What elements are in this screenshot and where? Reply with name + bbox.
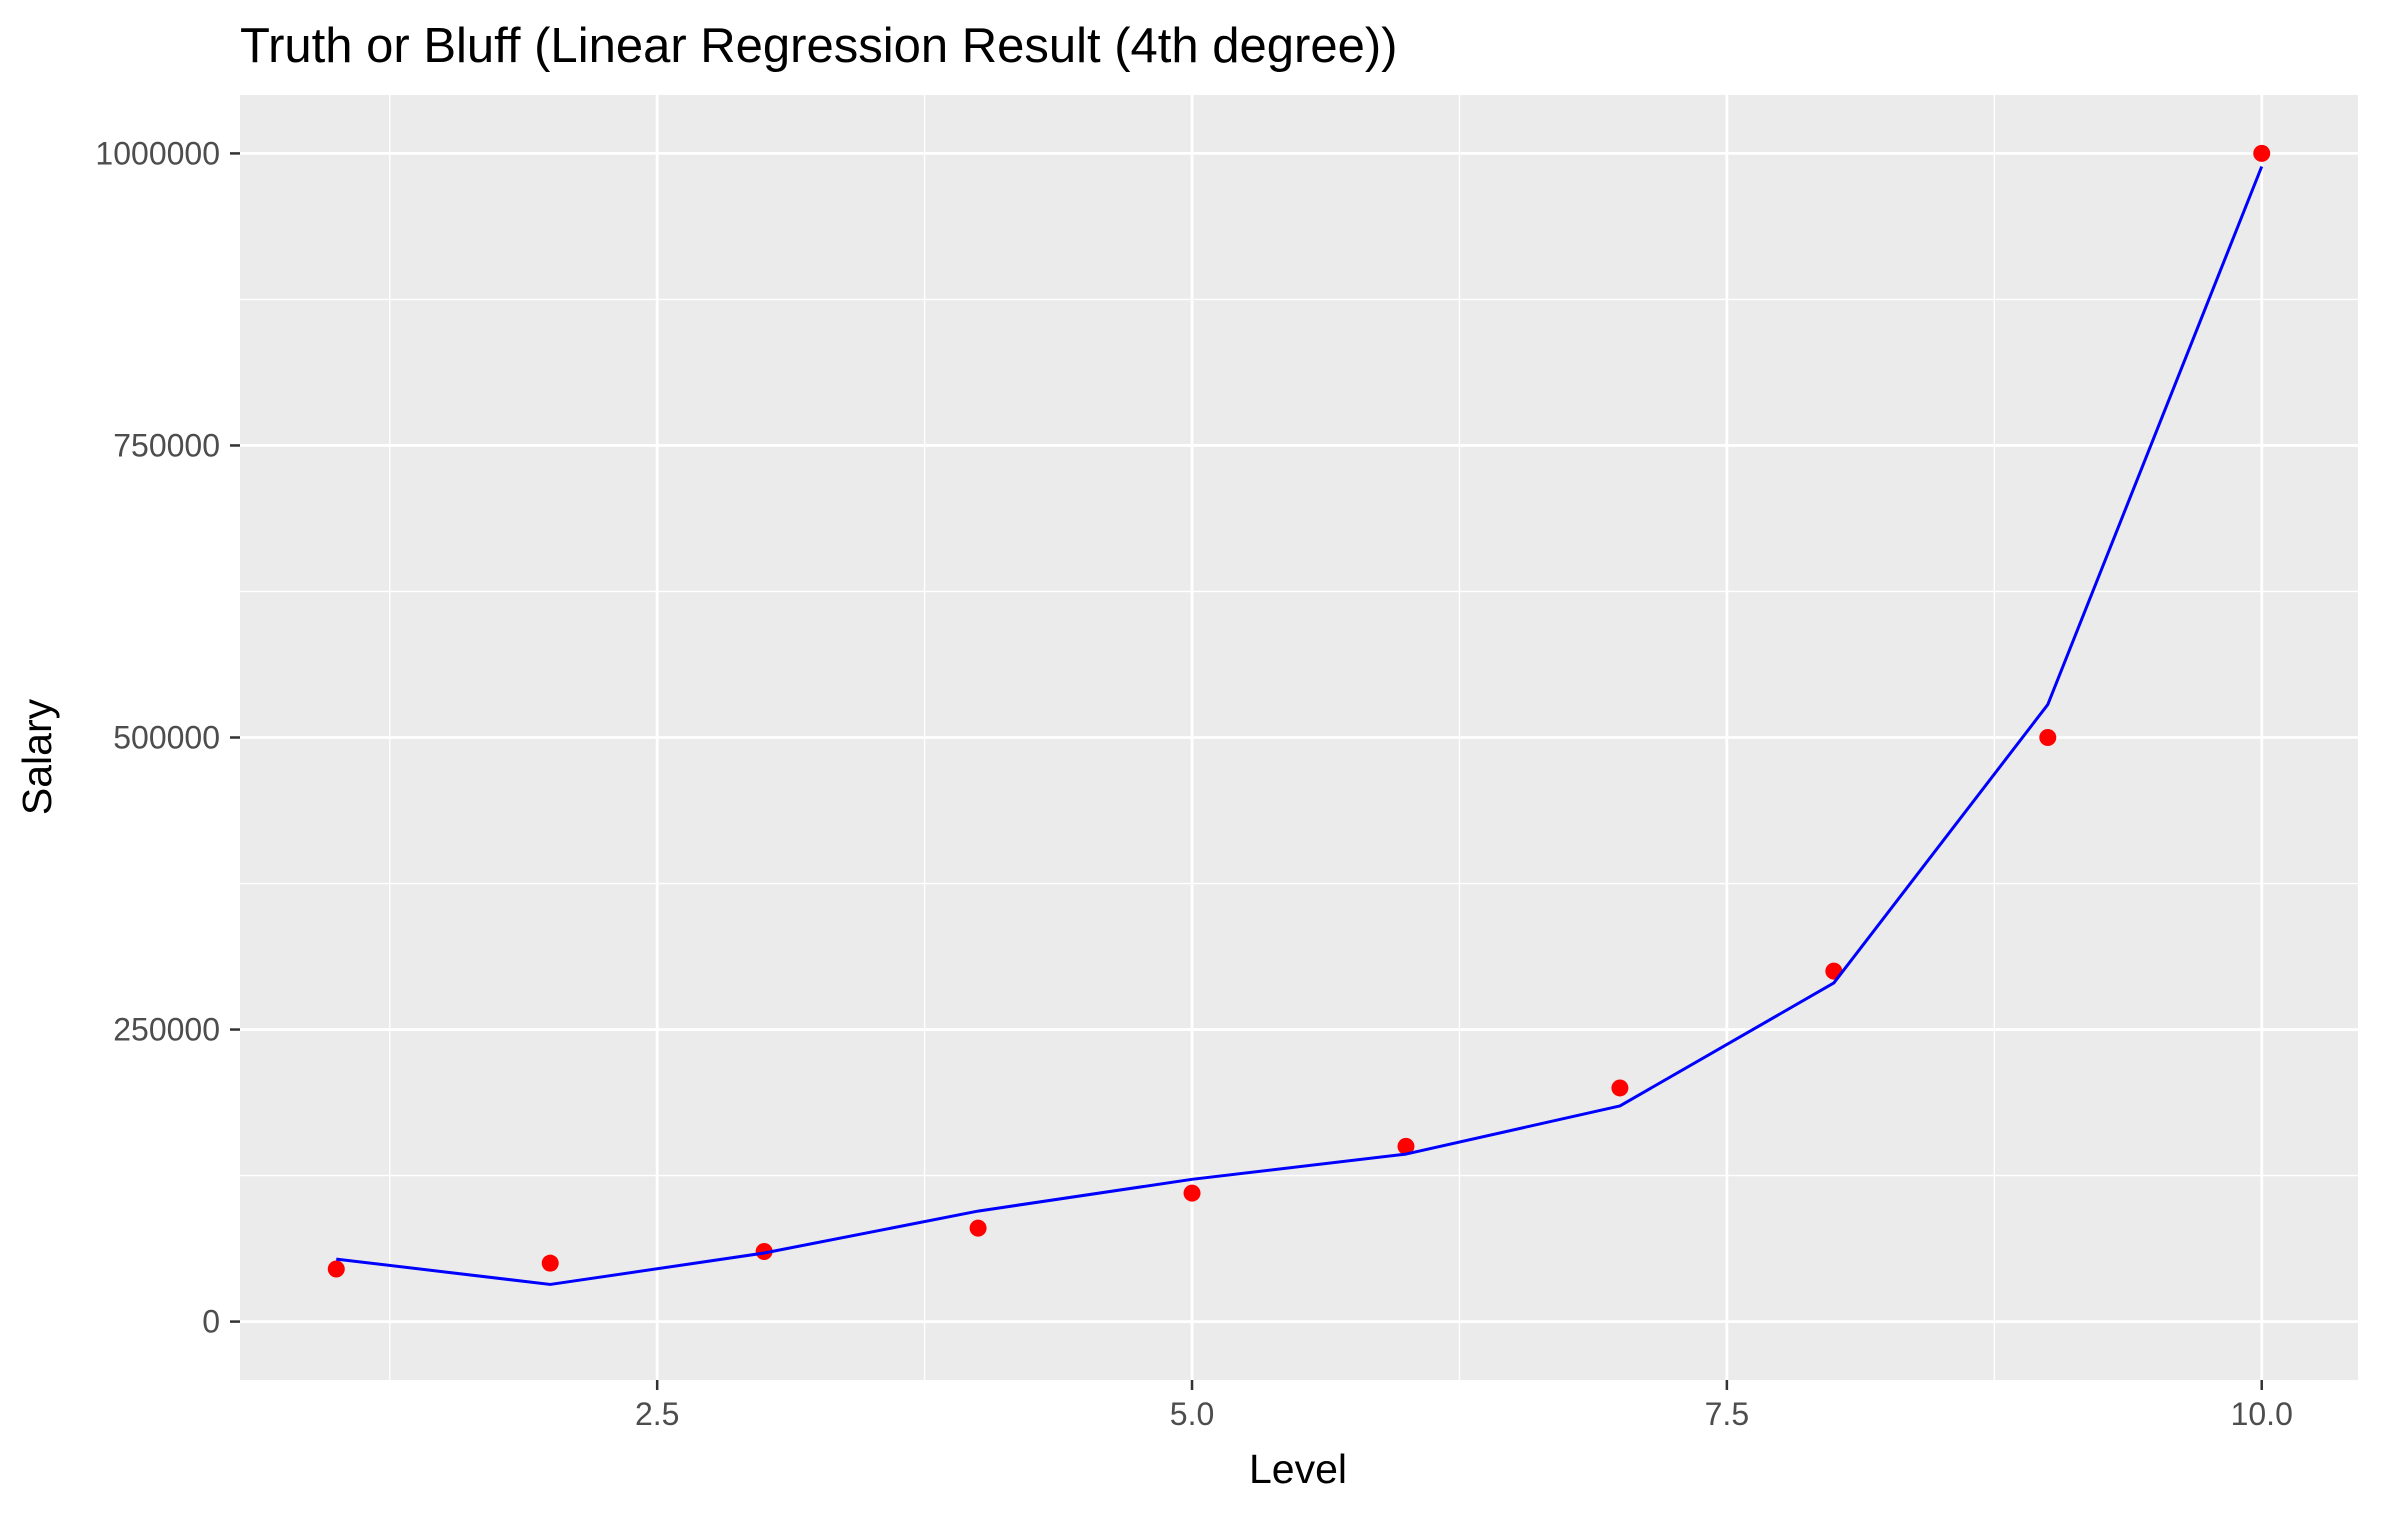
scatter-point <box>541 1254 559 1272</box>
y-axis-title: Salary <box>14 698 60 815</box>
x-tick-label: 7.5 <box>1705 1396 1749 1432</box>
x-tick-label: 5.0 <box>1170 1396 1214 1432</box>
regression-line <box>336 165 2264 1286</box>
y-tick-label: 1000000 <box>95 135 220 171</box>
scatter-point <box>1183 1184 1201 1202</box>
x-tick-label: 2.5 <box>635 1396 679 1432</box>
x-axis: 2.5 5.0 7.5 10.0 <box>635 1380 2293 1432</box>
y-tick-label: 750000 <box>113 427 220 463</box>
x-tick-label: 10.0 <box>2231 1396 2293 1432</box>
y-axis: 0 250000 500000 750000 1000000 <box>95 135 240 1340</box>
scatter-point <box>1397 1137 1415 1155</box>
scatter-point <box>2253 144 2271 162</box>
y-tick-label: 500000 <box>113 720 220 756</box>
scatter-point <box>1611 1079 1629 1097</box>
scatter-point <box>327 1260 345 1278</box>
chart-title: Truth or Bluff (Linear Regression Result… <box>240 19 1397 73</box>
data-series <box>327 144 2271 1286</box>
scatter-point <box>969 1219 987 1237</box>
major-gridlines <box>240 95 2358 1380</box>
scatter-point <box>2039 729 2057 746</box>
x-axis-title: Level <box>1249 1446 1347 1492</box>
y-tick-label: 0 <box>202 1304 220 1340</box>
y-tick-label: 250000 <box>113 1012 220 1048</box>
